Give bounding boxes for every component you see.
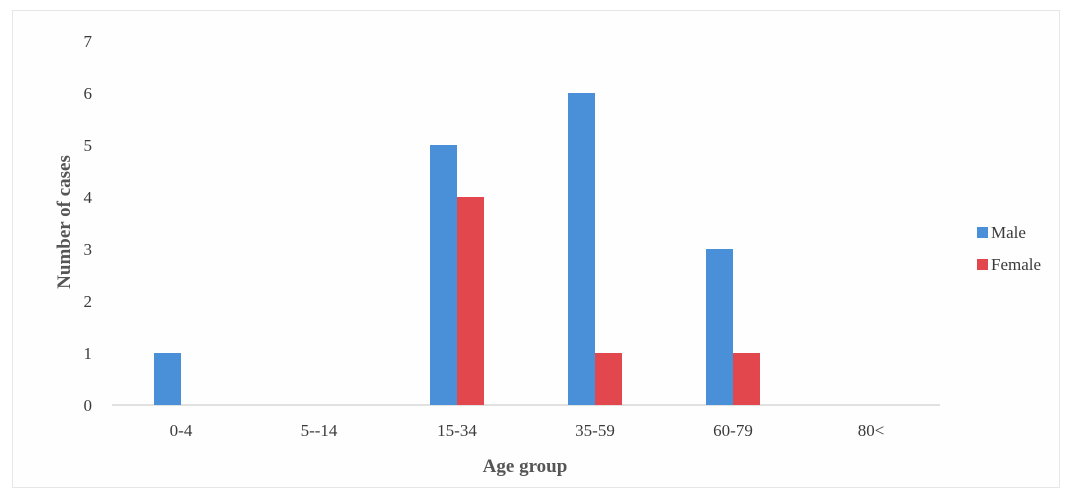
legend-swatch-male bbox=[977, 227, 988, 238]
x-axis-ticks: 0-4 5--14 15-34 35-59 60-79 80< bbox=[170, 421, 885, 440]
x-tick-label: 15-34 bbox=[437, 421, 477, 440]
y-tick-label: 1 bbox=[84, 344, 93, 363]
x-axis-title: Age group bbox=[483, 456, 568, 477]
bar-male-0 bbox=[154, 353, 181, 405]
y-tick-label: 4 bbox=[84, 188, 93, 207]
bar-female-2 bbox=[457, 197, 484, 405]
legend-label-female: Female bbox=[991, 255, 1041, 274]
y-tick-label: 5 bbox=[84, 136, 93, 155]
legend: Male Female bbox=[977, 223, 1041, 274]
bar-male-2 bbox=[430, 145, 457, 405]
x-tick-label: 35-59 bbox=[575, 421, 615, 440]
x-tick-label: 60-79 bbox=[713, 421, 753, 440]
y-axis-title: Number of cases bbox=[54, 155, 75, 289]
legend-label-male: Male bbox=[991, 223, 1026, 242]
bar-male-4 bbox=[706, 249, 733, 405]
y-tick-label: 7 bbox=[84, 32, 93, 51]
legend-swatch-female bbox=[977, 259, 988, 270]
y-tick-label: 3 bbox=[84, 240, 93, 259]
bars bbox=[154, 93, 760, 405]
y-tick-label: 0 bbox=[84, 396, 93, 415]
x-tick-label: 5--14 bbox=[301, 421, 338, 440]
x-tick-label: 80< bbox=[858, 421, 885, 440]
y-axis-ticks: 0 1 2 3 4 5 6 7 bbox=[84, 32, 93, 415]
chart-frame bbox=[12, 10, 1060, 488]
bar-male-3 bbox=[568, 93, 595, 405]
x-tick-label: 0-4 bbox=[170, 421, 193, 440]
bar-female-4 bbox=[733, 353, 760, 405]
y-tick-label: 2 bbox=[84, 292, 93, 311]
y-tick-label: 6 bbox=[84, 84, 93, 103]
bar-female-3 bbox=[595, 353, 622, 405]
